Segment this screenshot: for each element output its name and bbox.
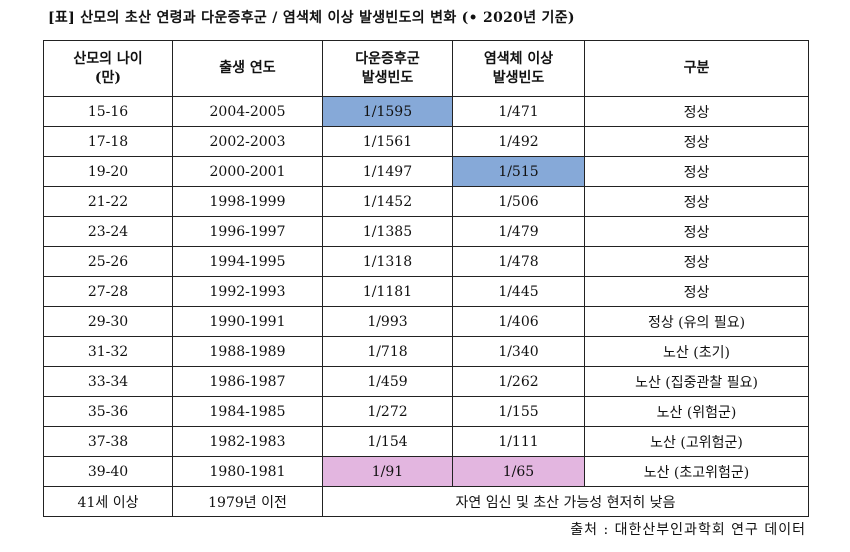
table-cell: 1/459: [322, 366, 453, 397]
table-cell: 1998-1999: [172, 186, 323, 217]
table-cell: 1/1561: [322, 126, 453, 157]
table-cell: 1/91: [322, 456, 453, 487]
table-cell: 1986-1987: [172, 366, 323, 397]
table-cell: 1982-1983: [172, 426, 323, 457]
table-row: 23-24 1996-1997 1/1385 1/479 정상: [43, 216, 809, 247]
table-cell: 37-38: [43, 426, 173, 457]
table-cell: 1/65: [452, 456, 585, 487]
header-cell: 다운증후군 발생빈도: [322, 40, 453, 97]
table-row: 31-32 1988-1989 1/718 1/340 노산 (초기): [43, 336, 809, 367]
table-cell: 1988-1989: [172, 336, 323, 367]
header-row: 산모의 나이 (만) 출생 연도 다운증후군 발생빈도 염색체 이상 발생빈도 구분: [43, 40, 809, 97]
table-cell: 15-16: [43, 96, 173, 127]
table-cell: 1/272: [322, 396, 453, 427]
table-row: 27-28 1992-1993 1/1181 1/445 정상: [43, 276, 809, 307]
table-cell: 35-36: [43, 396, 173, 427]
table-cell: 17-18: [43, 126, 173, 157]
table-row: 19-20 2000-2001 1/1497 1/515 정상: [43, 156, 809, 187]
table-cell: 노산 (초기): [584, 336, 809, 367]
header-cell: 산모의 나이 (만): [43, 40, 173, 97]
table-cell: 1/262: [452, 366, 585, 397]
table-cell: 21-22: [43, 186, 173, 217]
table-cell: 노산 (집중관찰 필요): [584, 366, 809, 397]
header-cell: 구분: [584, 40, 809, 97]
table-cell: 27-28: [43, 276, 173, 307]
table-cell: 1/1595: [322, 96, 453, 127]
table-row: 37-38 1982-1983 1/154 1/111 노산 (고위험군): [43, 426, 809, 457]
table-cell: 1/1385: [322, 216, 453, 247]
table-cell: 1/1497: [322, 156, 453, 187]
table-cell: 1996-1997: [172, 216, 323, 247]
table-cell: 정상: [584, 216, 809, 247]
table-cell: 1/478: [452, 246, 585, 277]
table-cell: 1/111: [452, 426, 585, 457]
table-row: 29-30 1990-1991 1/993 1/406 정상 (유의 필요): [43, 306, 809, 337]
table-row: 17-18 2002-2003 1/1561 1/492 정상: [43, 126, 809, 157]
table-cell: 1/506: [452, 186, 585, 217]
table-cell: 29-30: [43, 306, 173, 337]
table-cell: 노산 (위험군): [584, 396, 809, 427]
table-body: 15-16 2004-2005 1/1595 1/471 정상 17-18 2002-200…: [43, 96, 809, 517]
table-cell: 39-40: [43, 456, 173, 487]
table-cell: 노산 (고위험군): [584, 426, 809, 457]
header-cell: 염색체 이상 발생빈도: [452, 40, 585, 97]
table-row: 21-22 1998-1999 1/1452 1/506 정상: [43, 186, 809, 217]
table-cell: 1/993: [322, 306, 453, 337]
table-cell: 1994-1995: [172, 246, 323, 277]
table-cell: 1/340: [452, 336, 585, 367]
table-cell: 23-24: [43, 216, 173, 247]
table-cell: 33-34: [43, 366, 173, 397]
table-cell: 자연 임신 및 초산 가능성 현저히 낮음: [322, 486, 809, 517]
table-cell: 1/445: [452, 276, 585, 307]
table-cell: 41세 이상: [43, 486, 173, 517]
table-cell: 정상: [584, 96, 809, 127]
table-cell: 1/154: [322, 426, 453, 457]
table-cell: 2004-2005: [172, 96, 323, 127]
table-cell: 1980-1981: [172, 456, 323, 487]
table-cell: 25-26: [43, 246, 173, 277]
table-cell: 1/492: [452, 126, 585, 157]
table-cell: 2000-2001: [172, 156, 323, 187]
title: [표] 산모의 초산 연령과 다운증후군 / 염색체 이상 발생빈도의 변화 (…: [48, 10, 575, 26]
table-row: 33-34 1986-1987 1/459 1/262 노산 (집중관찰 필요): [43, 366, 809, 397]
table-cell: 1/1181: [322, 276, 453, 307]
table-cell: 1/155: [452, 396, 585, 427]
table-cell: 2002-2003: [172, 126, 323, 157]
header-cell: 출생 연도: [172, 40, 323, 97]
table-cell: 정상: [584, 276, 809, 307]
table-cell: 19-20: [43, 156, 173, 187]
table-cell: 1/1318: [322, 246, 453, 277]
table-cell: 정상: [584, 246, 809, 277]
table-cell: 정상: [584, 156, 809, 187]
table-row: 25-26 1994-1995 1/1318 1/478 정상: [43, 246, 809, 277]
table-cell: 1/471: [452, 96, 585, 127]
table-row: 39-40 1980-1981 1/91 1/65 노산 (초고위험군): [43, 456, 809, 487]
table-cell: 1984-1985: [172, 396, 323, 427]
table-cell: 1979년 이전: [172, 486, 323, 517]
table-row: 35-36 1984-1985 1/272 1/155 노산 (위험군): [43, 396, 809, 427]
table-cell: 1/718: [322, 336, 453, 367]
table-cell: 정상: [584, 126, 809, 157]
table-cell: 정상: [584, 186, 809, 217]
table-cell: 31-32: [43, 336, 173, 367]
table-cell: 정상 (유의 필요): [584, 306, 809, 337]
table-cell: 1/515: [452, 156, 585, 187]
table-cell: 1/1452: [322, 186, 453, 217]
table-row: 15-16 2004-2005 1/1595 1/471 정상: [43, 96, 809, 127]
table-cell: 1992-1993: [172, 276, 323, 307]
table-row: 41세 이상 1979년 이전 자연 임신 및 초산 가능성 현저히 낮음: [43, 486, 809, 517]
source-note: 출처 : 대한산부인과학회 연구 데이터: [570, 522, 806, 538]
table-cell: 1/406: [452, 306, 585, 337]
table-cell: 1990-1991: [172, 306, 323, 337]
data-table: 산모의 나이 (만) 출생 연도 다운증후군 발생빈도 염색체 이상 발생빈도 구분 1…: [43, 40, 809, 517]
table-cell: 1/479: [452, 216, 585, 247]
table-cell: 노산 (초고위험군): [584, 456, 809, 487]
